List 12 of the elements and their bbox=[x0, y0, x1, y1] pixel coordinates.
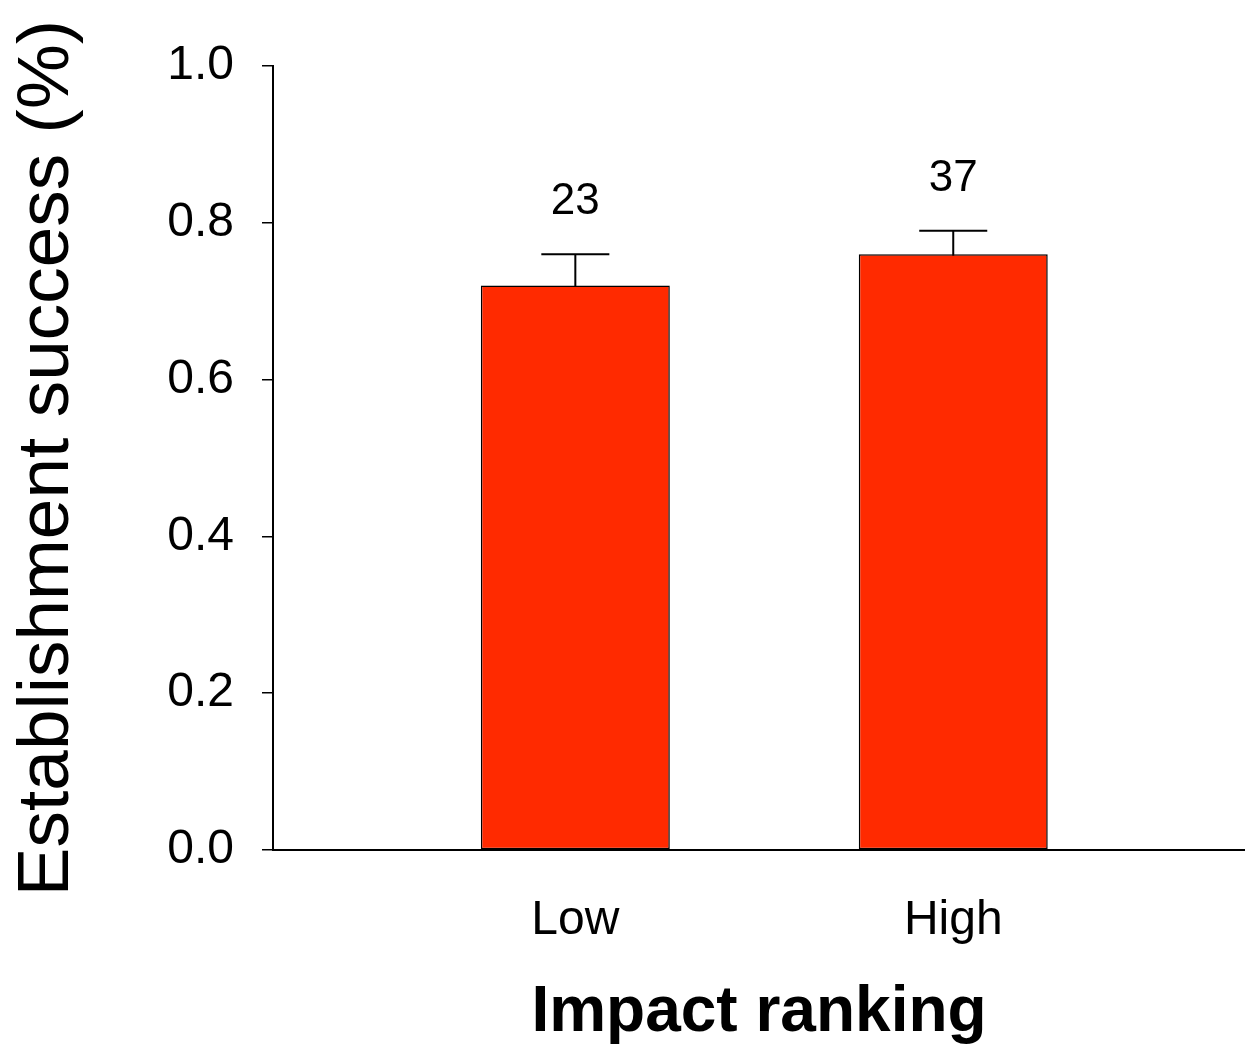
x-tick-label: High bbox=[903, 891, 1003, 945]
x-axis-title: Impact ranking bbox=[531, 973, 987, 1046]
y-tick-label: 0.8 bbox=[167, 193, 234, 247]
y-tick-label: 0.0 bbox=[167, 820, 234, 874]
annotation: 37 bbox=[928, 150, 978, 200]
y-tick-label: 1.0 bbox=[167, 36, 234, 90]
annotation: 23 bbox=[550, 174, 600, 224]
y-tick-label: 0.2 bbox=[167, 663, 234, 717]
y-tick-label: 0.4 bbox=[167, 506, 234, 560]
y-tick-label: 0.6 bbox=[167, 349, 234, 403]
x-tick-label: Low bbox=[531, 891, 620, 945]
y-axis-title: Establishment success (%) bbox=[1, 19, 83, 897]
